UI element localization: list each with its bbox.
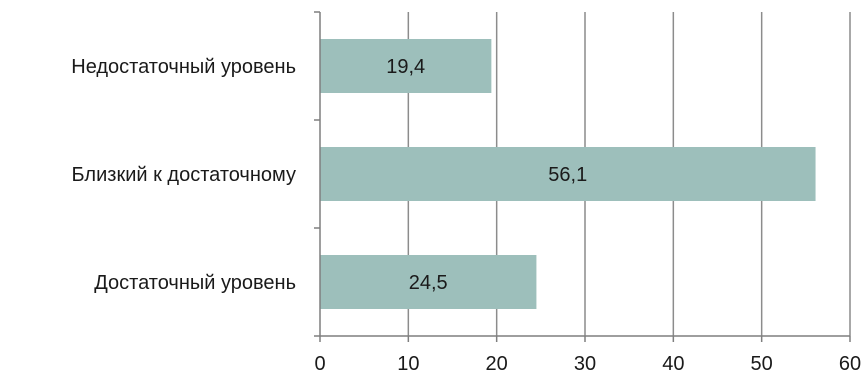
value-label: 56,1 bbox=[548, 164, 587, 186]
category-labels: Недостаточный уровень Близкий к достаточн… bbox=[71, 56, 296, 294]
category-label: Близкий к достаточному bbox=[72, 164, 296, 186]
value-label: 24,5 bbox=[409, 272, 448, 294]
x-tick-label: 0 bbox=[314, 353, 325, 375]
bar bbox=[320, 255, 537, 309]
value-label: 19,4 bbox=[386, 56, 425, 78]
x-tick-label: 40 bbox=[662, 353, 684, 375]
x-tick-labels: 0 10 20 30 40 50 60 bbox=[314, 353, 861, 375]
value-labels: 19,4 56,1 24,5 bbox=[386, 56, 587, 294]
x-tick-label: 50 bbox=[751, 353, 773, 375]
bar bbox=[320, 147, 816, 201]
x-tick-label: 60 bbox=[839, 353, 861, 375]
category-label: Недостаточный уровень bbox=[71, 56, 296, 78]
x-tick-label: 10 bbox=[397, 353, 419, 375]
category-label: Достаточный уровень bbox=[94, 272, 296, 294]
bar bbox=[320, 39, 492, 93]
x-tick-label: 30 bbox=[574, 353, 596, 375]
x-tick-label: 20 bbox=[486, 353, 508, 375]
bars bbox=[320, 39, 816, 309]
axes bbox=[314, 11, 851, 342]
